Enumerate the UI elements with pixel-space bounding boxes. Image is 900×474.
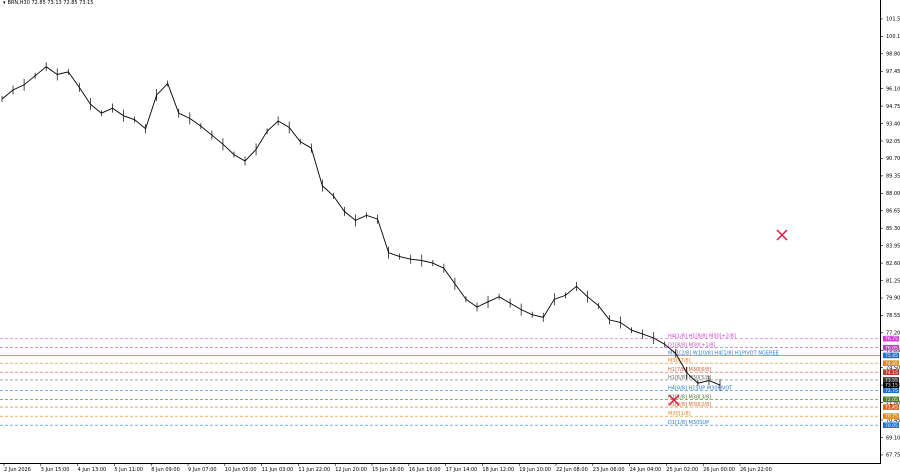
current-price-tag: [883, 382, 899, 388]
level-price-tag-text: 76.05: [885, 345, 898, 351]
close-marker-icon: [668, 394, 680, 406]
time-tick-label: 22 Jun 08:00: [556, 467, 588, 473]
level-price-tag: [883, 335, 899, 342]
level-price-tag: [883, 352, 899, 359]
chart-header: ▾ BRN,H30 72.85 73.13 72.85 73.15: [3, 0, 94, 6]
price-tick-label: 94.75: [886, 104, 900, 110]
level-label: H1[2/8] M30[2/8]: [668, 402, 711, 408]
time-tick-label: 11 Jun 22:00: [298, 467, 330, 473]
level-price-tag: [883, 404, 899, 410]
level-label: M30[7/8]: [668, 358, 691, 364]
chart-area[interactable]: [0, 0, 881, 464]
price-tick-label: 67.75: [886, 453, 900, 459]
time-tick-label: 23 Jun 06:00: [593, 467, 625, 473]
level-label: M30[1/8]: [668, 411, 691, 417]
level-label: H4[0/8] H1SUP M30PIVOT: [668, 385, 733, 391]
level-price-tag-text: 70.05: [885, 423, 898, 429]
price-tags-layer: 76.75 76.05 75.45 74.85 74.15 73.55 72.75 72.05…: [883, 335, 899, 429]
price-tick-label: 92.05: [886, 139, 900, 145]
price-tick-label: 74.50: [886, 365, 900, 371]
level-price-tag-text: 74.15: [885, 370, 898, 376]
level-price-tag: [883, 396, 899, 403]
level-label: H4[1/8] H1[8/8] M30[+2/8]: [668, 334, 736, 340]
level-price-tag: [883, 369, 899, 376]
price-series-line: [1, 66, 721, 386]
time-tick-label: 12 Jun 20:00: [335, 467, 367, 473]
level-label: H1[7/8] M30[6/8]: [668, 367, 711, 373]
time-tick-label: 15 Jun 18:00: [372, 467, 404, 473]
level-price-tag-text: 72.05: [885, 397, 898, 403]
time-tick-label: 19 Jun 10:00: [519, 467, 551, 473]
price-tick-label: 77.20: [886, 331, 900, 337]
price-tick-label: 70.45: [886, 418, 900, 424]
price-tick-label: 89.35: [886, 174, 900, 180]
price-tick-label: 100.15: [886, 34, 900, 40]
level-price-tag-text: 76.75: [885, 336, 898, 342]
level-price-tag: [883, 422, 899, 428]
price-tick-label: 69.10: [886, 435, 900, 441]
series-layer: [1, 62, 721, 392]
level-label: H1[1/8] M30[3/8]: [668, 394, 711, 400]
time-tick-label: 24 Jun 04:00: [630, 467, 662, 473]
price-tick-label: 71.80: [886, 400, 900, 406]
price-tick-label: 75.85: [886, 348, 900, 354]
level-price-tag-text: 71.45: [885, 405, 898, 411]
price-tick-label: 85.30: [886, 226, 900, 232]
time-tick-label: 10 Jun 05:00: [225, 467, 257, 473]
level-price-tag-text: 75.45: [885, 353, 898, 359]
time-tick-label: 8 Jun 09:00: [151, 467, 180, 473]
level-price-tag-text: 73.55: [885, 378, 898, 384]
time-tick-label: 4 Jun 13:00: [78, 467, 107, 473]
symbol-label: BRN,H30: [7, 0, 30, 6]
close-marker-icon: [776, 229, 788, 241]
level-price-tag: [883, 344, 899, 351]
level-price-tag-text: 70.75: [885, 414, 898, 420]
price-tick-label: 96.10: [886, 86, 900, 92]
time-tick-label: 26 Jun 00:00: [703, 467, 735, 473]
level-price-tag: [883, 377, 899, 383]
price-tick-label: 86.65: [886, 209, 900, 215]
price-tick-label: 78.55: [886, 313, 900, 319]
level-price-tag: [883, 360, 899, 366]
marker-layer: [668, 229, 788, 406]
level-price-tag: [883, 387, 899, 394]
time-tick-label: 26 Jun 22:00: [740, 467, 772, 473]
level-label: D1[1/8] M30SUP: [668, 420, 709, 426]
levels-layer: H4[1/8] H1[8/8] M30[+2/8] D1[8/8] M30[+1/…: [0, 334, 880, 426]
price-tick-label: 101.50: [886, 17, 900, 23]
price-tick-label: 88.00: [886, 191, 900, 197]
dropdown-arrow-icon[interactable]: ▾: [3, 0, 6, 6]
price-tick-label: 97.45: [886, 69, 900, 75]
current-price-tag-text: 73.15: [885, 383, 898, 389]
time-tick-label: 5 Jun 11:00: [114, 467, 143, 473]
price-tick-label: 81.25: [886, 278, 900, 284]
level-label: MN1[2/8] W1[0/8] H4[1/8] H1PIVOT NGEREE: [668, 350, 779, 356]
time-tick-label: 9 Jun 07:00: [188, 467, 217, 473]
ohlc-values: 72.85 73.13 72.85 73.15: [31, 0, 94, 6]
price-tick-label: 90.70: [886, 156, 900, 162]
price-tick-label: 83.95: [886, 243, 900, 249]
price-tick-label: 98.80: [886, 52, 900, 58]
time-tick-label: 11 Jun 03:00: [262, 467, 294, 473]
price-tick-label: 82.60: [886, 261, 900, 267]
time-tick-label: 17 Jun 14:00: [446, 467, 478, 473]
level-label: H1[6/8] M30[5/8]: [668, 375, 711, 381]
level-price-tag-text: 74.85: [885, 361, 898, 367]
time-tick-label: 25 Jun 02:00: [666, 467, 698, 473]
level-label: D1[8/8] M30[+1/8]: [668, 343, 715, 349]
time-tick-label: 2 Jun 2026: [4, 467, 31, 473]
price-tick-label: 93.40: [886, 121, 900, 127]
level-price-tag: [883, 413, 899, 419]
time-tick-label: 16 Jun 16:00: [409, 467, 441, 473]
level-price-tag-text: 72.75: [885, 388, 898, 394]
time-tick-label: 3 Jun 15:00: [41, 467, 70, 473]
price-tick-label: 79.90: [886, 296, 900, 302]
time-tick-label: 18 Jun 12:00: [482, 467, 514, 473]
time-axis: 2 Jun 2026 3 Jun 15:00 4 Jun 13:00 5 Jun 11…: [3, 463, 772, 473]
